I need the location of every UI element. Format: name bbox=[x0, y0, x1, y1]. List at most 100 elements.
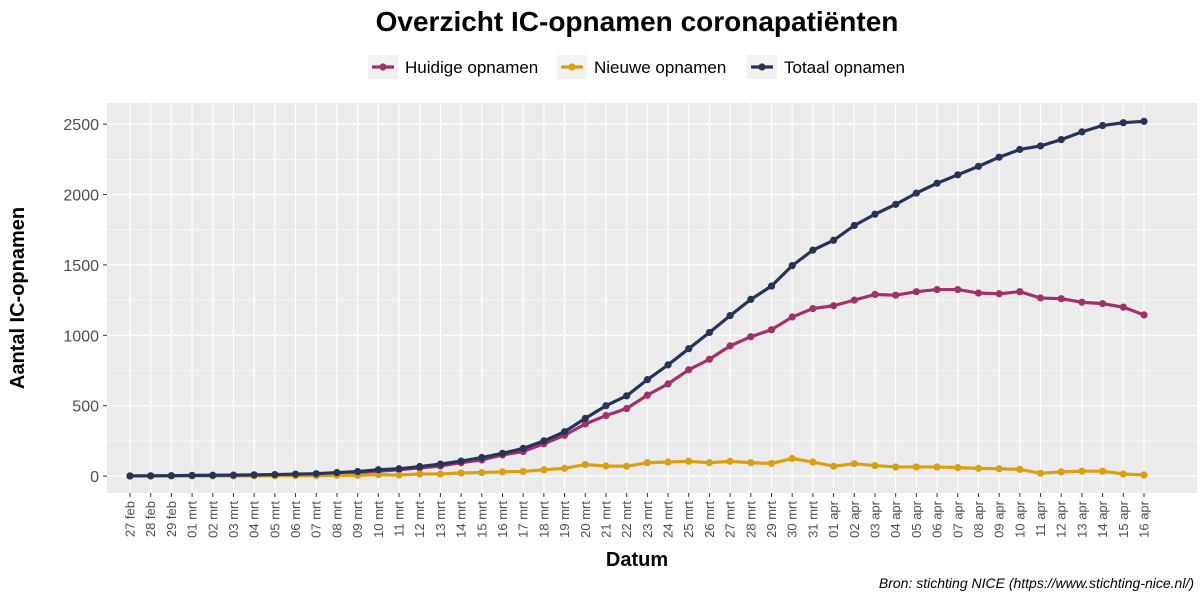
data-point bbox=[767, 326, 776, 334]
x-axis-title: Datum bbox=[606, 549, 668, 571]
x-tick-label: 05 apr bbox=[909, 500, 924, 538]
data-point bbox=[1078, 298, 1086, 306]
x-tick-label: 31 mrt bbox=[805, 501, 820, 538]
data-point bbox=[850, 221, 858, 230]
y-axis-title: Aantal IC-opnamen bbox=[7, 207, 29, 389]
data-point bbox=[974, 464, 983, 472]
data-point bbox=[560, 464, 569, 472]
legend-key-point bbox=[758, 63, 766, 71]
data-point bbox=[167, 472, 175, 480]
legend-label: Nieuwe opnamen bbox=[594, 58, 726, 77]
data-point bbox=[1099, 467, 1107, 475]
data-point bbox=[912, 463, 920, 471]
data-point bbox=[747, 459, 755, 467]
data-point bbox=[1016, 465, 1024, 473]
x-tick-label: 28 mrt bbox=[743, 501, 758, 538]
data-point bbox=[892, 291, 900, 299]
y-tick-label: 500 bbox=[72, 399, 99, 416]
x-tick-label: 06 mrt bbox=[288, 501, 303, 538]
data-point bbox=[1140, 471, 1148, 479]
data-point bbox=[229, 471, 238, 479]
x-tick-label: 06 apr bbox=[930, 500, 945, 538]
x-tick-label: 07 mrt bbox=[309, 501, 324, 538]
data-point bbox=[871, 210, 879, 218]
data-point bbox=[685, 366, 693, 374]
data-point bbox=[354, 467, 362, 476]
x-tick-label: 04 mrt bbox=[247, 501, 262, 538]
data-point bbox=[1078, 128, 1086, 136]
data-point bbox=[995, 465, 1003, 473]
data-point bbox=[1057, 136, 1065, 144]
data-point bbox=[912, 189, 920, 197]
y-tick-label: 2500 bbox=[63, 117, 99, 134]
x-tick-label: 27 mrt bbox=[723, 501, 738, 538]
x-tick-label: 12 apr bbox=[1054, 500, 1069, 538]
data-point bbox=[933, 179, 941, 187]
data-point bbox=[1099, 300, 1107, 308]
x-tick-label: 19 mrt bbox=[557, 501, 572, 538]
x-tick-label: 11 apr bbox=[1033, 500, 1048, 537]
legend-key-point bbox=[379, 63, 387, 71]
x-tick-label: 29 mrt bbox=[764, 501, 779, 538]
data-point bbox=[726, 342, 734, 350]
x-tick-label: 30 mrt bbox=[785, 501, 800, 538]
x-tick-label: 20 mrt bbox=[578, 501, 593, 538]
data-point bbox=[829, 236, 838, 244]
x-tick-label: 25 mrt bbox=[681, 501, 696, 538]
data-point bbox=[954, 171, 962, 179]
data-point bbox=[250, 471, 258, 479]
y-tick-label: 1500 bbox=[63, 258, 99, 275]
data-point bbox=[850, 296, 858, 304]
data-point bbox=[995, 153, 1003, 161]
data-point bbox=[519, 444, 527, 452]
data-point bbox=[664, 380, 672, 388]
data-point bbox=[519, 467, 527, 476]
x-tick-label: 01 mrt bbox=[185, 501, 200, 538]
data-point bbox=[685, 457, 693, 465]
x-tick-label: 15 mrt bbox=[474, 501, 489, 538]
data-point bbox=[788, 454, 796, 463]
x-tick-label: 05 mrt bbox=[267, 501, 282, 538]
data-point bbox=[664, 458, 672, 466]
data-point bbox=[705, 459, 714, 467]
x-tick-label: 07 apr bbox=[950, 500, 965, 538]
x-tick-label: 14 mrt bbox=[454, 501, 469, 538]
data-point bbox=[436, 470, 445, 478]
x-tick-label: 09 apr bbox=[992, 500, 1007, 538]
data-point bbox=[498, 449, 507, 457]
data-point bbox=[747, 295, 755, 304]
y-tick-label: 2000 bbox=[63, 188, 99, 205]
x-tick-label: 10 mrt bbox=[371, 501, 386, 538]
data-point bbox=[788, 313, 796, 321]
data-point bbox=[333, 468, 341, 477]
data-point bbox=[892, 463, 900, 471]
data-point bbox=[126, 472, 134, 480]
x-tick-label: 21 mrt bbox=[598, 501, 613, 538]
x-tick-label: 14 apr bbox=[1095, 500, 1110, 538]
data-point bbox=[829, 462, 838, 470]
legend-key-point bbox=[568, 63, 576, 71]
data-point bbox=[871, 290, 879, 299]
x-tick-label: 22 mrt bbox=[619, 501, 634, 538]
x-tick-label: 11 mrt bbox=[392, 501, 407, 537]
data-point bbox=[1036, 469, 1045, 477]
x-tick-label: 24 mrt bbox=[661, 501, 676, 538]
data-point bbox=[643, 459, 651, 467]
series-1 bbox=[126, 454, 1148, 480]
data-point bbox=[478, 468, 486, 477]
data-point bbox=[581, 414, 589, 422]
x-tick-label: 27 feb bbox=[123, 501, 138, 537]
x-tick-label: 29 feb bbox=[164, 501, 179, 537]
x-tick-label: 18 mrt bbox=[536, 501, 551, 538]
data-point bbox=[374, 466, 382, 474]
data-point bbox=[767, 459, 776, 468]
data-point bbox=[188, 471, 196, 480]
x-tick-label: 02 mrt bbox=[205, 501, 220, 538]
x-tick-label: 08 mrt bbox=[329, 501, 344, 538]
data-point bbox=[540, 466, 548, 474]
data-point bbox=[416, 470, 424, 478]
x-tick-label: 23 mrt bbox=[640, 501, 655, 538]
x-tick-label: 26 mrt bbox=[702, 501, 717, 538]
grid bbox=[107, 103, 1197, 493]
data-point bbox=[498, 468, 507, 476]
